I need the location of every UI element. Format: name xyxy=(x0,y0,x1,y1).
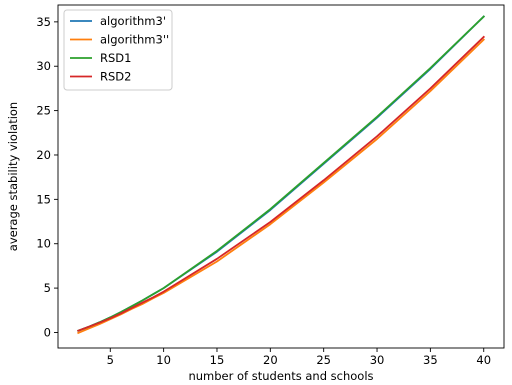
legend-label: RSD2 xyxy=(100,70,131,84)
y-tick-label: 20 xyxy=(36,148,51,162)
x-tick-label: 25 xyxy=(316,353,331,367)
y-tick-label: 25 xyxy=(36,104,51,118)
x-tick-label: 10 xyxy=(156,353,171,367)
x-axis-label: number of students and schools xyxy=(188,369,373,383)
y-tick-label: 15 xyxy=(36,192,51,206)
plot-frame xyxy=(57,4,505,349)
plot-area xyxy=(57,4,505,349)
x-tick-label: 30 xyxy=(370,353,385,367)
x-tick-label: 40 xyxy=(476,353,491,367)
x-tick-label: 5 xyxy=(107,353,114,367)
y-tick-label: 35 xyxy=(36,15,51,29)
y-tick-label: 5 xyxy=(44,281,51,295)
x-tick-label: 15 xyxy=(210,353,225,367)
series-line-4 xyxy=(77,35,486,332)
y-tick-label: 10 xyxy=(36,237,51,251)
legend-label: RSD1 xyxy=(100,51,131,65)
legend-label: algorithm3'' xyxy=(100,33,169,47)
y-tick-label: 30 xyxy=(36,59,51,73)
legend-box xyxy=(63,9,173,91)
x-tick-label: 20 xyxy=(263,353,278,367)
x-axis-ticks: 5 10 15 20 25 30 35 40 xyxy=(107,348,491,367)
y-tick-label: 0 xyxy=(44,325,51,339)
x-tick-label: 35 xyxy=(423,353,438,367)
legend-label: algorithm3' xyxy=(100,14,166,28)
series-lines xyxy=(77,15,486,335)
y-axis-ticks: 0 5 10 15 20 25 30 35 xyxy=(36,15,58,339)
legend: algorithm3' algorithm3'' RSD1 RSD2 xyxy=(63,9,173,91)
y-axis-label: average stability violation xyxy=(6,102,20,251)
